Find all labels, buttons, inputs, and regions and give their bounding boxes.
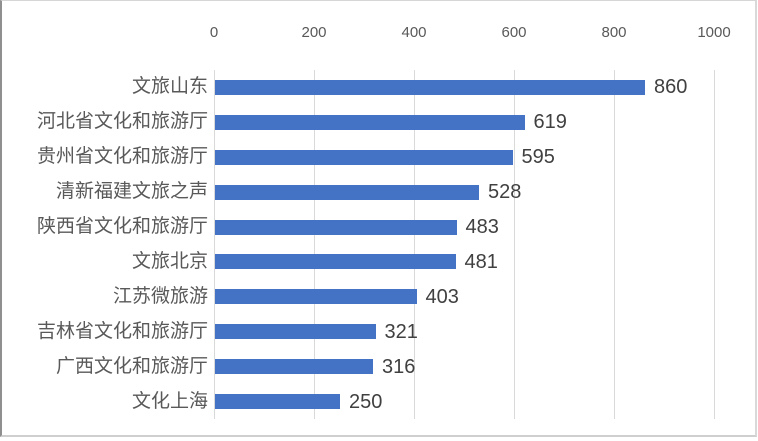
value-label: 860	[654, 76, 688, 99]
value-label: 483	[465, 216, 499, 239]
gridline	[714, 70, 715, 419]
category-label: 贵州省文化和旅游厅	[36, 146, 208, 168]
category-label: 河北省文化和旅游厅	[36, 111, 208, 133]
bar	[215, 114, 525, 130]
value-label: 528	[488, 181, 522, 204]
x-axis-tick-label: 1000	[697, 24, 731, 41]
category-label: 吉林省文化和旅游厅	[36, 320, 208, 342]
bar	[215, 359, 373, 375]
gridline	[514, 70, 515, 419]
category-label: 文旅山东	[131, 76, 208, 98]
category-label: 文化上海	[131, 390, 208, 412]
plot-area	[214, 70, 715, 419]
value-label: 619	[533, 111, 567, 134]
bar	[215, 254, 456, 270]
bar	[215, 149, 513, 165]
gridline	[214, 70, 215, 419]
x-axis-tick-label: 600	[501, 24, 527, 41]
bar	[215, 394, 340, 410]
gridline	[614, 70, 615, 419]
value-label: 403	[425, 285, 459, 308]
value-label: 316	[382, 355, 416, 378]
x-axis-tick-label: 0	[209, 24, 219, 41]
x-axis-tick-label: 200	[301, 24, 327, 41]
gridline	[414, 70, 415, 419]
value-label: 321	[384, 320, 418, 343]
x-axis-tick-label: 800	[601, 24, 627, 41]
value-label: 481	[464, 250, 498, 273]
bar	[215, 79, 645, 95]
category-label: 文旅北京	[131, 250, 208, 272]
bar	[215, 184, 479, 200]
x-axis-tick-label: 400	[401, 24, 427, 41]
category-label: 陕西省文化和旅游厅	[36, 216, 208, 238]
bar	[215, 289, 417, 305]
category-label: 江苏微旅游	[112, 285, 208, 307]
value-label: 595	[521, 146, 555, 169]
gridline	[314, 70, 315, 419]
bar	[215, 219, 457, 235]
bar	[215, 324, 376, 340]
category-label: 清新福建文旅之声	[55, 181, 208, 203]
value-label: 250	[349, 390, 383, 413]
category-label: 广西文化和旅游厅	[55, 355, 208, 377]
